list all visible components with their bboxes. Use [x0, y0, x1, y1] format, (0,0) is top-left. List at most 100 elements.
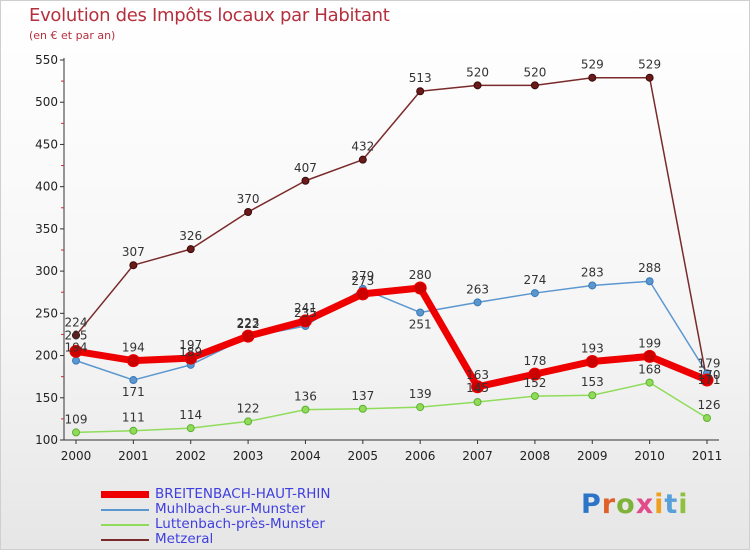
- x-tick-label: 2000: [61, 449, 92, 463]
- series-point-3: [72, 331, 80, 340]
- series-point-0: [643, 349, 657, 363]
- x-tick-label: 2002: [175, 449, 206, 463]
- data-label-3: 529: [581, 58, 604, 72]
- series-point-2: [416, 403, 425, 412]
- y-tick-label: 500: [35, 95, 58, 109]
- series-point-1: [129, 376, 138, 385]
- data-label-1: 288: [638, 261, 661, 275]
- series-point-0: [471, 380, 485, 394]
- legend-label-muhlbach: Muhlbach-sur-Munster: [155, 501, 306, 517]
- series-point-1: [416, 308, 425, 317]
- data-label-3: 170: [698, 368, 721, 382]
- data-label-2: 109: [65, 412, 88, 426]
- series-point-3: [473, 81, 482, 90]
- series-point-0: [585, 354, 599, 368]
- data-label-1: 274: [523, 273, 546, 287]
- series-point-0: [528, 367, 542, 381]
- data-label-1: 189: [179, 345, 202, 359]
- series-point-0: [241, 329, 255, 343]
- data-label-1: 179: [698, 356, 721, 370]
- series-point-3: [530, 81, 539, 90]
- y-tick-label: 400: [35, 180, 58, 194]
- x-tick-label: 2001: [118, 449, 149, 463]
- y-tick-label: 200: [35, 349, 58, 363]
- legend-swatch-metzeral: [101, 539, 149, 541]
- legend-label-metzeral: Metzeral: [155, 531, 214, 547]
- series-point-3: [358, 155, 367, 164]
- data-label-3: 407: [294, 161, 317, 175]
- data-label-2: 122: [237, 401, 260, 415]
- data-label-3: 529: [638, 58, 661, 72]
- data-label-1: 222: [237, 317, 260, 331]
- data-label-1: 263: [466, 282, 489, 296]
- series-point-2: [530, 392, 539, 401]
- data-label-0: 194: [122, 341, 145, 355]
- x-tick-label: 2009: [577, 449, 608, 463]
- series-point-0: [126, 354, 140, 368]
- data-label-2: 145: [466, 381, 489, 395]
- data-label-0: 280: [409, 268, 432, 282]
- data-label-2: 136: [294, 390, 317, 404]
- data-label-0: 205: [65, 328, 88, 342]
- x-tick-label: 2008: [520, 449, 551, 463]
- data-label-1: 194: [65, 341, 88, 355]
- data-label-1: 279: [351, 269, 374, 283]
- series-point-2: [473, 398, 482, 406]
- data-label-3: 307: [122, 245, 145, 259]
- x-tick-label: 2011: [692, 449, 723, 463]
- data-label-1: 171: [122, 385, 145, 399]
- data-label-3: 520: [466, 65, 489, 79]
- data-label-2: 111: [122, 411, 145, 425]
- data-label-3: 326: [179, 229, 202, 243]
- series-point-2: [244, 417, 253, 426]
- data-label-1: 235: [294, 306, 317, 320]
- y-tick-label: 150: [35, 391, 58, 405]
- series-point-1: [530, 289, 539, 298]
- legend-label-luttenbach: Luttenbach-près-Munster: [155, 516, 325, 532]
- data-label-2: 152: [523, 376, 546, 390]
- series-line-1: [75, 280, 708, 381]
- series-point-2: [358, 404, 367, 413]
- series-point-3: [645, 73, 654, 82]
- series-point-0: [298, 314, 312, 328]
- data-label-2: 168: [638, 363, 661, 377]
- series-point-0: [356, 287, 370, 301]
- series-point-1: [645, 277, 654, 286]
- y-tick-label: 100: [35, 433, 58, 447]
- series-point-3: [186, 245, 195, 254]
- x-tick-label: 2010: [634, 449, 665, 463]
- proxiti-logo: Proxiti: [581, 489, 689, 520]
- series-point-2: [129, 426, 138, 435]
- series-point-3: [244, 208, 253, 216]
- series-point-1: [473, 298, 482, 307]
- chart-subtitle: (en € et par an): [29, 29, 116, 42]
- series-line-3: [75, 76, 708, 382]
- series-point-2: [301, 405, 310, 414]
- series-point-1: [588, 281, 597, 290]
- legend-swatch-breitenbach: [101, 491, 149, 498]
- series-point-2: [703, 414, 711, 423]
- legend-label-breitenbach: BREITENBACH-HAUT-RHIN: [155, 486, 331, 502]
- series-point-0: [413, 281, 427, 295]
- x-tick-label: 2003: [233, 449, 264, 463]
- data-label-1: 283: [581, 265, 604, 279]
- series-point-3: [301, 176, 310, 185]
- series-point-3: [129, 261, 138, 270]
- data-label-0: 223: [237, 316, 260, 330]
- x-tick-label: 2006: [405, 449, 436, 463]
- series-point-0: [69, 344, 83, 358]
- series-point-2: [186, 424, 195, 433]
- series-point-0: [700, 373, 714, 387]
- x-tick-label: 2005: [348, 449, 379, 463]
- legend-swatch-muhlbach: [101, 509, 149, 511]
- data-label-3: 520: [523, 65, 546, 79]
- series-point-2: [645, 378, 654, 387]
- chart-title: Evolution des Impôts locaux par Habitant: [29, 5, 390, 26]
- data-label-2: 126: [698, 398, 721, 412]
- data-label-2: 114: [179, 408, 202, 422]
- data-label-3: 432: [351, 140, 374, 154]
- data-label-1: 251: [409, 317, 432, 331]
- data-label-0: 241: [294, 301, 317, 315]
